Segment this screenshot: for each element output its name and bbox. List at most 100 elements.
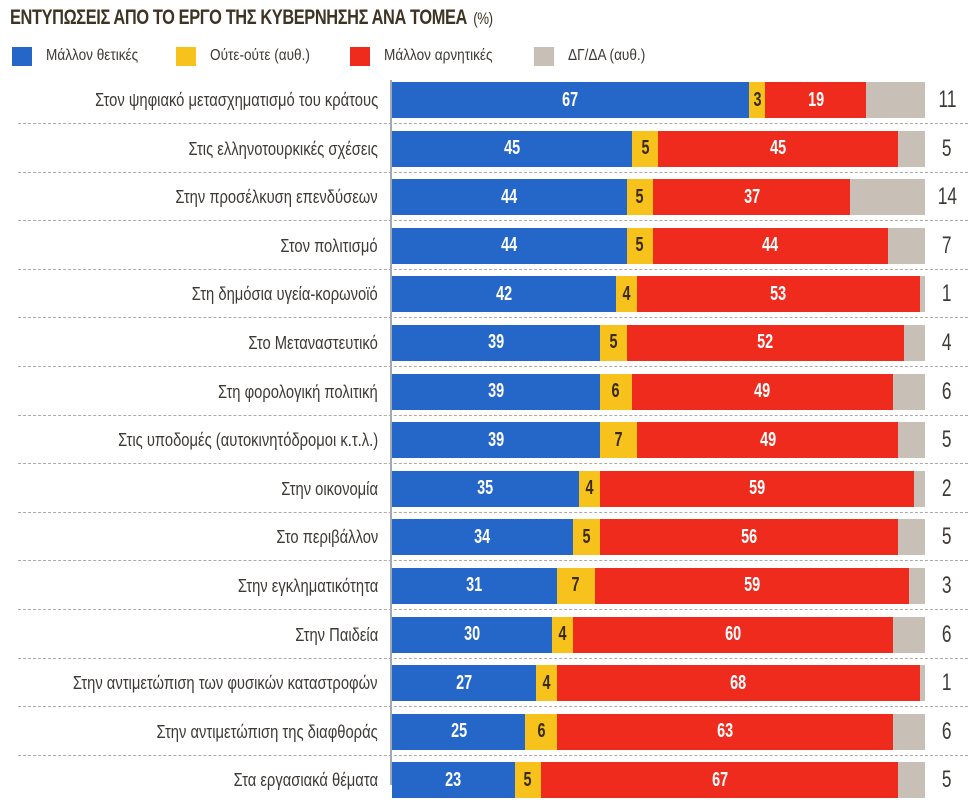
- row-divider: [18, 706, 968, 708]
- legend-label-dont-know: ΔΓ/ΔΑ (αυθ.): [567, 47, 645, 64]
- row-divider: [18, 220, 968, 222]
- category-label: Στο περιβάλλον: [276, 527, 378, 548]
- bar-segment-neutral: 7: [557, 567, 595, 604]
- bar-segment-positive: 30: [392, 616, 552, 653]
- bar-segment-negative: 44: [653, 227, 888, 264]
- data-label: 49: [754, 380, 771, 403]
- data-label: 7: [571, 574, 580, 597]
- bar-segment-negative: 52: [626, 324, 904, 361]
- chart-row: Στην αντιμετώπιση της διαφθοράς 25 6 63 6: [0, 712, 978, 761]
- bar-segment-positive: 39: [392, 373, 600, 410]
- bar-segment-positive: 25: [392, 713, 526, 750]
- dont-know-value: 5: [932, 760, 962, 800]
- row-divider: [18, 511, 968, 513]
- row-divider: [18, 657, 968, 659]
- bar-segment-dont-know: [898, 519, 925, 556]
- data-label: 39: [487, 380, 504, 403]
- bar-segment-negative: 63: [557, 713, 893, 750]
- data-label: 25: [450, 720, 467, 743]
- category-label: Στην εγκληματικότητα: [237, 575, 378, 596]
- data-label: 5: [523, 768, 532, 791]
- bar-segment-positive: 27: [392, 665, 536, 702]
- chart-row: Στις ελληνοτουρκικές σχέσεις 45 5 45 5: [0, 129, 978, 178]
- bar-segment-dont-know: [893, 713, 925, 750]
- data-label: 4: [542, 671, 551, 694]
- row-divider: [18, 560, 968, 562]
- stacked-bar: 39 5 52: [392, 324, 925, 361]
- data-label: 39: [487, 428, 504, 451]
- dont-know-value: 5: [932, 129, 962, 169]
- dont-know-value: 6: [932, 372, 962, 412]
- bar-segment-negative: 68: [557, 665, 920, 702]
- data-label: 27: [455, 671, 472, 694]
- dont-know-value: 11: [932, 80, 962, 120]
- category-label: Στο Μεταναστευτικό: [248, 332, 378, 353]
- bar-segment-negative: 53: [637, 276, 920, 313]
- data-label: 30: [463, 623, 480, 646]
- data-label: 5: [609, 331, 618, 354]
- bar-segment-positive: 39: [392, 422, 600, 459]
- dont-know-value: 14: [932, 177, 962, 217]
- legend-label-negative: Μάλλον αρνητικές: [383, 47, 493, 64]
- legend-item-dont-know: ΔΓ/ΔΑ (αυθ.): [533, 46, 659, 66]
- stacked-bar: 27 4 68: [392, 665, 925, 702]
- bar-segment-neutral: 5: [599, 324, 627, 361]
- data-label: 59: [749, 477, 766, 500]
- category-label: Στον ψηφιακό μετασχηματισμό του κράτους: [94, 90, 378, 110]
- bar-segment-neutral: 5: [626, 179, 654, 216]
- data-label: 19: [807, 88, 824, 111]
- data-label: 5: [635, 234, 644, 257]
- dont-know-value: 5: [932, 420, 962, 460]
- data-label: 6: [942, 377, 952, 405]
- dont-know-value: 2: [932, 469, 962, 509]
- data-label: 52: [757, 331, 774, 354]
- chart-row: Στον πολιτισμό 44 5 44 7: [0, 226, 978, 275]
- bar-segment-dont-know: [887, 227, 925, 264]
- bar-segment-neutral: 4: [615, 276, 638, 313]
- bar-segment-negative: 49: [631, 373, 893, 410]
- category-label: Στις υποδομές (αυτοκινητόδρομοι κ.τ.λ.): [117, 430, 378, 451]
- data-label: 5: [942, 766, 952, 794]
- data-label: 3: [942, 571, 952, 599]
- dont-know-value: 6: [932, 712, 962, 752]
- stacked-bar: 25 6 63: [392, 713, 925, 750]
- data-label: 6: [537, 720, 546, 743]
- category-label: Στα εργασιακά θέματα: [233, 770, 378, 791]
- data-label: 59: [743, 574, 760, 597]
- bar-segment-neutral: 4: [551, 616, 574, 653]
- chart-row: Στην εγκληματικότητα 31 7 59 3: [0, 566, 978, 615]
- category-label: Στην αντιμετώπιση των φυσικών καταστροφώ…: [73, 673, 378, 694]
- data-label: 5: [942, 523, 952, 551]
- dont-know-value: 1: [932, 663, 962, 703]
- chart-row: Στα εργασιακά θέματα 23 5 67 5: [0, 760, 978, 809]
- category-label: Στην προσέλκυση επενδύσεων: [175, 187, 378, 208]
- stacked-bar: 45 5 45: [392, 130, 925, 167]
- data-label: 5: [635, 185, 644, 208]
- bar-segment-positive: 44: [392, 179, 627, 216]
- data-label: 4: [942, 328, 952, 356]
- dont-know-value: 3: [932, 566, 962, 606]
- category-label: Στον πολιτισμό: [280, 235, 378, 256]
- data-label: 44: [501, 185, 518, 208]
- dont-know-value: 4: [932, 323, 962, 363]
- chart-row: Στο Μεταναστευτικό 39 5 52 4: [0, 323, 978, 372]
- data-label: 11: [938, 86, 956, 113]
- stacked-bar: 44 5 37: [392, 179, 925, 216]
- bar-segment-negative: 56: [599, 519, 899, 556]
- bar-segment-neutral: 7: [599, 422, 638, 459]
- data-label: 44: [762, 234, 779, 257]
- bar-segment-neutral: 5: [631, 130, 659, 167]
- dont-know-value: 7: [932, 226, 962, 266]
- bar-segment-dont-know: [866, 82, 925, 118]
- data-label: 31: [466, 574, 483, 597]
- data-label: 3: [753, 88, 762, 111]
- row-divider: [18, 754, 968, 756]
- chart-row: Στον ψηφιακό μετασχηματισμό του κράτους 6…: [0, 80, 978, 129]
- bar-segment-dont-know: [919, 276, 925, 313]
- legend-swatch-neutral: [176, 46, 197, 66]
- data-label: 67: [562, 88, 579, 111]
- bar-segment-dont-know: [850, 179, 925, 216]
- stacked-bar: 31 7 59: [392, 567, 925, 604]
- dont-know-value: 5: [932, 517, 962, 557]
- data-label: 23: [445, 768, 462, 791]
